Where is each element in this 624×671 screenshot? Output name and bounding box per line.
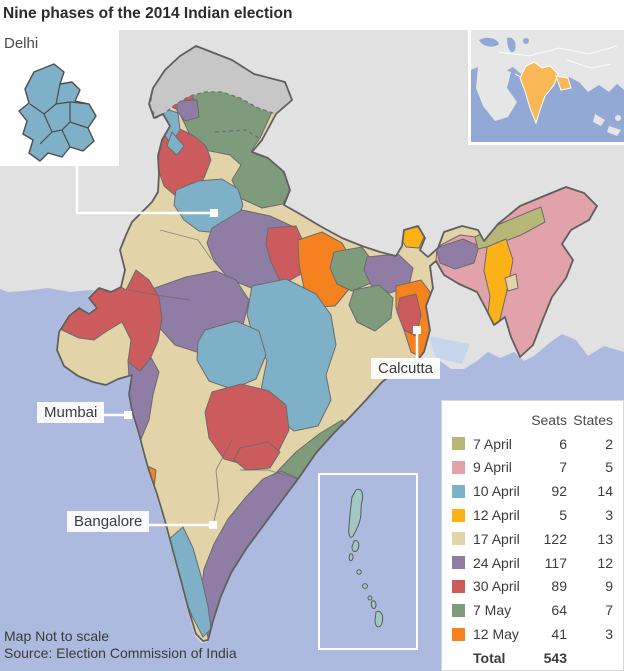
state-borders <box>127 229 299 526</box>
legend-seats-value: 64 <box>551 602 567 619</box>
legend-seats-value: 117 <box>544 554 567 571</box>
legend-row: 7 May 64 7 <box>452 598 613 622</box>
legend-date-label: 7 April <box>473 435 512 452</box>
legend-states-value: 2 <box>605 435 613 452</box>
locator-arabia <box>476 66 517 121</box>
delhi-inset-label: Delhi <box>4 35 39 52</box>
legend-states-value: 5 <box>605 459 613 476</box>
legend-swatch <box>452 579 465 593</box>
legend-date-label: 9 April <box>473 459 512 476</box>
legend-states-value: 14 <box>597 483 613 500</box>
calcutta-label: Calcutta <box>371 358 441 379</box>
delhi-dot <box>210 209 218 217</box>
legend-states-value: 13 <box>597 530 613 547</box>
legend-total-seats: 543 <box>543 649 567 666</box>
legend-header-states: States <box>573 411 613 428</box>
legend-date-label: 12 May <box>473 626 519 643</box>
legend-seats-value: 122 <box>543 530 567 547</box>
locator-india-highlight <box>519 61 572 125</box>
mumbai-label: Mumbai <box>37 402 105 423</box>
page-title: Nine phases of the 2014 Indian election <box>3 5 293 22</box>
legend-date-label: 10 April <box>473 483 520 500</box>
legend-seats-value: 41 <box>551 626 567 643</box>
legend-row: 24 April 117 12 <box>452 551 613 575</box>
bangalore-label: Bangalore <box>67 511 150 532</box>
legend-swatch <box>452 532 465 546</box>
andaman-inset <box>318 473 418 650</box>
legend-row: 7 April 6 2 <box>452 432 613 456</box>
source-note: Source: Election Commission of India <box>4 645 237 661</box>
mumbai-dot <box>124 411 132 419</box>
phase-regions <box>57 75 597 639</box>
delhi-inset: Delhi <box>0 30 119 166</box>
legend-row: 10 April 92 14 <box>452 479 613 503</box>
legend-seats-value: 5 <box>559 507 567 524</box>
legend-states-value: 3 <box>605 626 613 643</box>
legend-swatch <box>452 627 465 641</box>
delhi-districts-map <box>18 63 97 162</box>
legend-swatch <box>452 437 465 451</box>
legend-seats-value: 89 <box>551 578 567 595</box>
legend-seats-value: 92 <box>551 483 567 500</box>
legend-seats-value: 6 <box>559 435 567 452</box>
footer: Map Not to scale Source: Election Commis… <box>4 628 237 662</box>
delhi-district-borders <box>29 83 90 148</box>
legend-rows: 7 April 6 2 9 April 7 5 10 April 92 14 12 April 5 3… <box>452 432 613 646</box>
legend-states-value: 9 <box>605 578 613 595</box>
delta-water <box>428 336 470 364</box>
legend-date-label: 24 April <box>473 554 520 571</box>
legend-date-label: 17 April <box>473 530 520 547</box>
bangalore-dot <box>209 521 217 529</box>
asia-locator-inset <box>468 30 624 145</box>
legend-swatch <box>452 460 465 474</box>
kashmir-disputed <box>149 45 293 119</box>
legend-swatch <box>452 556 465 570</box>
legend-swatch <box>452 484 465 498</box>
map-scale-note: Map Not to scale <box>4 628 110 644</box>
calcutta-dot <box>413 326 421 334</box>
legend-seats-value: 7 <box>559 459 567 476</box>
legend-header: Seats States <box>452 408 613 432</box>
legend-row: 30 April 89 9 <box>452 575 613 599</box>
legend-date-label: 7 May <box>473 602 512 619</box>
legend-states-value: 7 <box>605 602 613 619</box>
legend-swatch <box>452 603 465 617</box>
legend-swatch <box>452 508 465 522</box>
legend-row: 17 April 122 13 <box>452 527 613 551</box>
legend-states-value: 12 <box>597 554 613 571</box>
legend-row: 12 April 5 3 <box>452 503 613 527</box>
callout-dots <box>124 209 421 529</box>
legend-states-value: 3 <box>605 507 613 524</box>
legend-row: 9 April 7 5 <box>452 456 613 480</box>
legend-total-label: Total <box>473 649 506 666</box>
legend-header-seats: Seats <box>531 411 567 428</box>
locator-inland-seas <box>479 37 529 53</box>
locator-islands <box>593 114 621 136</box>
legend-total-row: Total 543 <box>452 646 613 670</box>
legend-date-label: 30 April <box>473 578 520 595</box>
legend-panel: Seats States 7 April 6 2 9 April 7 5 10 April 9… <box>441 400 624 671</box>
legend-date-label: 12 April <box>473 507 520 524</box>
legend-row: 12 May 41 3 <box>452 622 613 646</box>
